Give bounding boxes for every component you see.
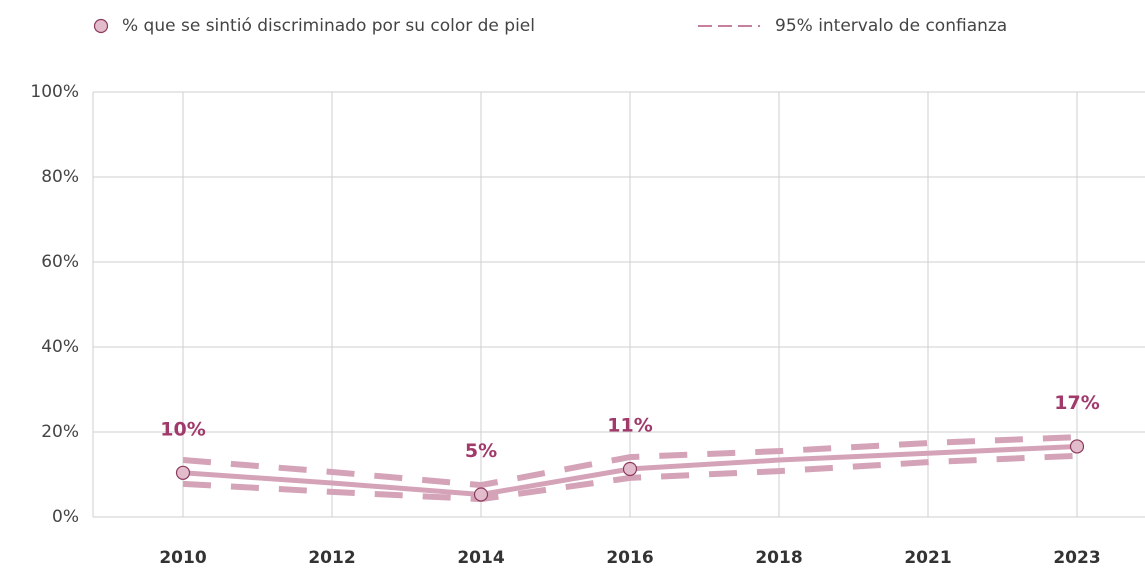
x-tick-label: 2023 <box>1053 548 1100 568</box>
y-tick-label: 0% <box>52 507 79 527</box>
y-tick-label: 20% <box>41 422 79 442</box>
y-tick-label: 100% <box>30 82 79 102</box>
data-label: 17% <box>1054 392 1099 414</box>
x-tick-label: 2010 <box>159 548 206 568</box>
x-tick-label: 2012 <box>308 548 355 568</box>
x-tick-label: 2014 <box>457 548 504 568</box>
y-tick-label: 80% <box>41 167 79 187</box>
point <box>622 461 638 477</box>
y-tick-label: 40% <box>41 337 79 357</box>
legend-label: 95% intervalo de confianza <box>775 16 1007 36</box>
x-tick-label: 2016 <box>606 548 653 568</box>
ci-line <box>182 452 1078 503</box>
x-tick-label: 2018 <box>755 548 802 568</box>
legend-label: % que se sintió discriminado por su colo… <box>122 16 535 36</box>
y-tick-label: 60% <box>41 252 79 272</box>
ci-line <box>182 434 1078 489</box>
data-label: 10% <box>160 418 205 440</box>
point <box>175 465 191 480</box>
legend-marker <box>93 18 109 34</box>
point <box>1069 439 1085 454</box>
data-label: 5% <box>465 440 497 462</box>
point <box>473 487 489 502</box>
data-label: 11% <box>607 414 652 436</box>
x-tick-label: 2021 <box>904 548 951 568</box>
